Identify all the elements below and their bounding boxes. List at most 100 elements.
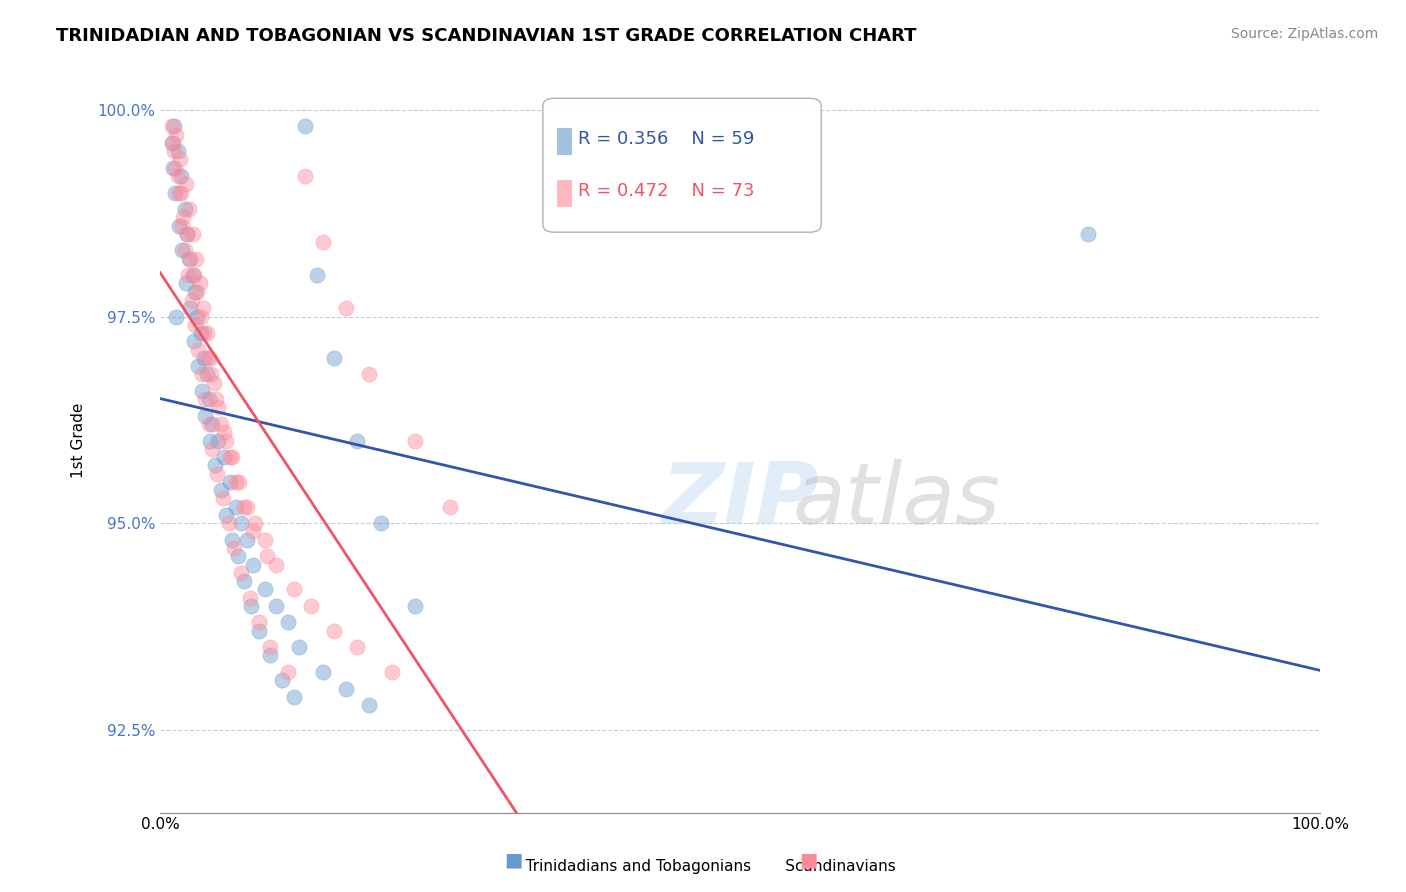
Point bbox=[439, 500, 461, 514]
Point bbox=[226, 549, 249, 564]
Point bbox=[200, 368, 222, 382]
Point bbox=[311, 665, 333, 679]
Point bbox=[404, 434, 426, 448]
Point bbox=[169, 153, 191, 167]
Point bbox=[170, 169, 193, 183]
Point bbox=[198, 417, 221, 431]
Point bbox=[205, 467, 228, 481]
Point bbox=[335, 681, 357, 696]
Text: TRINIDADIAN AND TOBAGONIAN VS SCANDINAVIAN 1ST GRADE CORRELATION CHART: TRINIDADIAN AND TOBAGONIAN VS SCANDINAVI… bbox=[56, 27, 917, 45]
Point bbox=[165, 128, 187, 142]
FancyBboxPatch shape bbox=[557, 180, 571, 206]
Point bbox=[236, 533, 259, 547]
Point bbox=[172, 211, 194, 225]
Point bbox=[225, 475, 247, 489]
Point bbox=[167, 186, 190, 200]
Text: ■: ■ bbox=[799, 851, 818, 870]
Point bbox=[160, 136, 183, 150]
Point bbox=[283, 690, 305, 704]
Point bbox=[256, 549, 278, 564]
Point bbox=[238, 591, 260, 605]
Point bbox=[346, 434, 368, 448]
Text: R = 0.472    N = 73: R = 0.472 N = 73 bbox=[578, 182, 754, 201]
Point bbox=[173, 244, 195, 258]
Point bbox=[357, 698, 380, 712]
Point bbox=[323, 351, 346, 365]
Point bbox=[311, 235, 333, 249]
Point bbox=[259, 648, 281, 663]
Point bbox=[191, 368, 214, 382]
Point bbox=[204, 458, 226, 473]
Point bbox=[172, 219, 194, 233]
Point bbox=[211, 491, 233, 506]
Point bbox=[205, 392, 228, 407]
Point bbox=[181, 227, 204, 241]
Point bbox=[165, 161, 187, 175]
Point bbox=[191, 384, 214, 398]
Point bbox=[218, 475, 240, 489]
Point bbox=[174, 277, 197, 291]
Point bbox=[288, 640, 311, 655]
Point bbox=[170, 186, 193, 200]
Point bbox=[283, 582, 305, 597]
Point bbox=[215, 508, 238, 522]
Point bbox=[264, 558, 287, 572]
Point bbox=[186, 310, 208, 324]
Point bbox=[179, 202, 201, 216]
Point bbox=[167, 219, 190, 233]
Point bbox=[202, 376, 225, 390]
Point bbox=[209, 483, 232, 497]
Point bbox=[162, 161, 184, 175]
Point bbox=[177, 268, 200, 283]
Point bbox=[224, 541, 246, 555]
Point bbox=[165, 310, 187, 324]
Point bbox=[209, 417, 232, 431]
Point bbox=[207, 434, 229, 448]
Point bbox=[232, 574, 254, 588]
Point bbox=[221, 533, 243, 547]
Text: R = 0.356    N = 59: R = 0.356 N = 59 bbox=[578, 130, 754, 148]
Point bbox=[174, 178, 197, 192]
Point bbox=[294, 169, 316, 183]
Text: Trinidadians and Tobagonians       Scandinavians: Trinidadians and Tobagonians Scandinavia… bbox=[510, 859, 896, 874]
Point bbox=[228, 475, 250, 489]
Point bbox=[1077, 227, 1099, 241]
Point bbox=[381, 665, 404, 679]
Point bbox=[188, 277, 211, 291]
Point bbox=[277, 615, 299, 630]
Point bbox=[198, 434, 221, 448]
Point bbox=[191, 301, 214, 316]
Point bbox=[194, 392, 217, 407]
Point bbox=[299, 599, 322, 613]
Point bbox=[163, 120, 186, 134]
Point bbox=[215, 434, 238, 448]
Point bbox=[179, 301, 201, 316]
Point bbox=[259, 640, 281, 655]
Point bbox=[201, 417, 224, 431]
Point bbox=[201, 442, 224, 456]
Point bbox=[212, 450, 235, 464]
Point bbox=[277, 665, 299, 679]
Point bbox=[180, 293, 202, 307]
Point bbox=[218, 516, 240, 531]
Point bbox=[195, 368, 218, 382]
Point bbox=[160, 120, 183, 134]
FancyBboxPatch shape bbox=[557, 128, 571, 154]
Point bbox=[247, 615, 270, 630]
Point bbox=[176, 227, 198, 241]
Point bbox=[253, 582, 276, 597]
Point bbox=[186, 285, 208, 299]
Point bbox=[323, 624, 346, 638]
Point bbox=[187, 343, 209, 357]
Point bbox=[218, 450, 240, 464]
Point bbox=[193, 351, 215, 365]
Point bbox=[198, 351, 221, 365]
Point bbox=[194, 409, 217, 423]
Point bbox=[264, 599, 287, 613]
Point bbox=[236, 500, 259, 514]
Text: ZIP: ZIP bbox=[661, 458, 818, 541]
Point bbox=[166, 169, 188, 183]
Point bbox=[335, 301, 357, 316]
Point bbox=[212, 425, 235, 440]
Point bbox=[187, 359, 209, 373]
